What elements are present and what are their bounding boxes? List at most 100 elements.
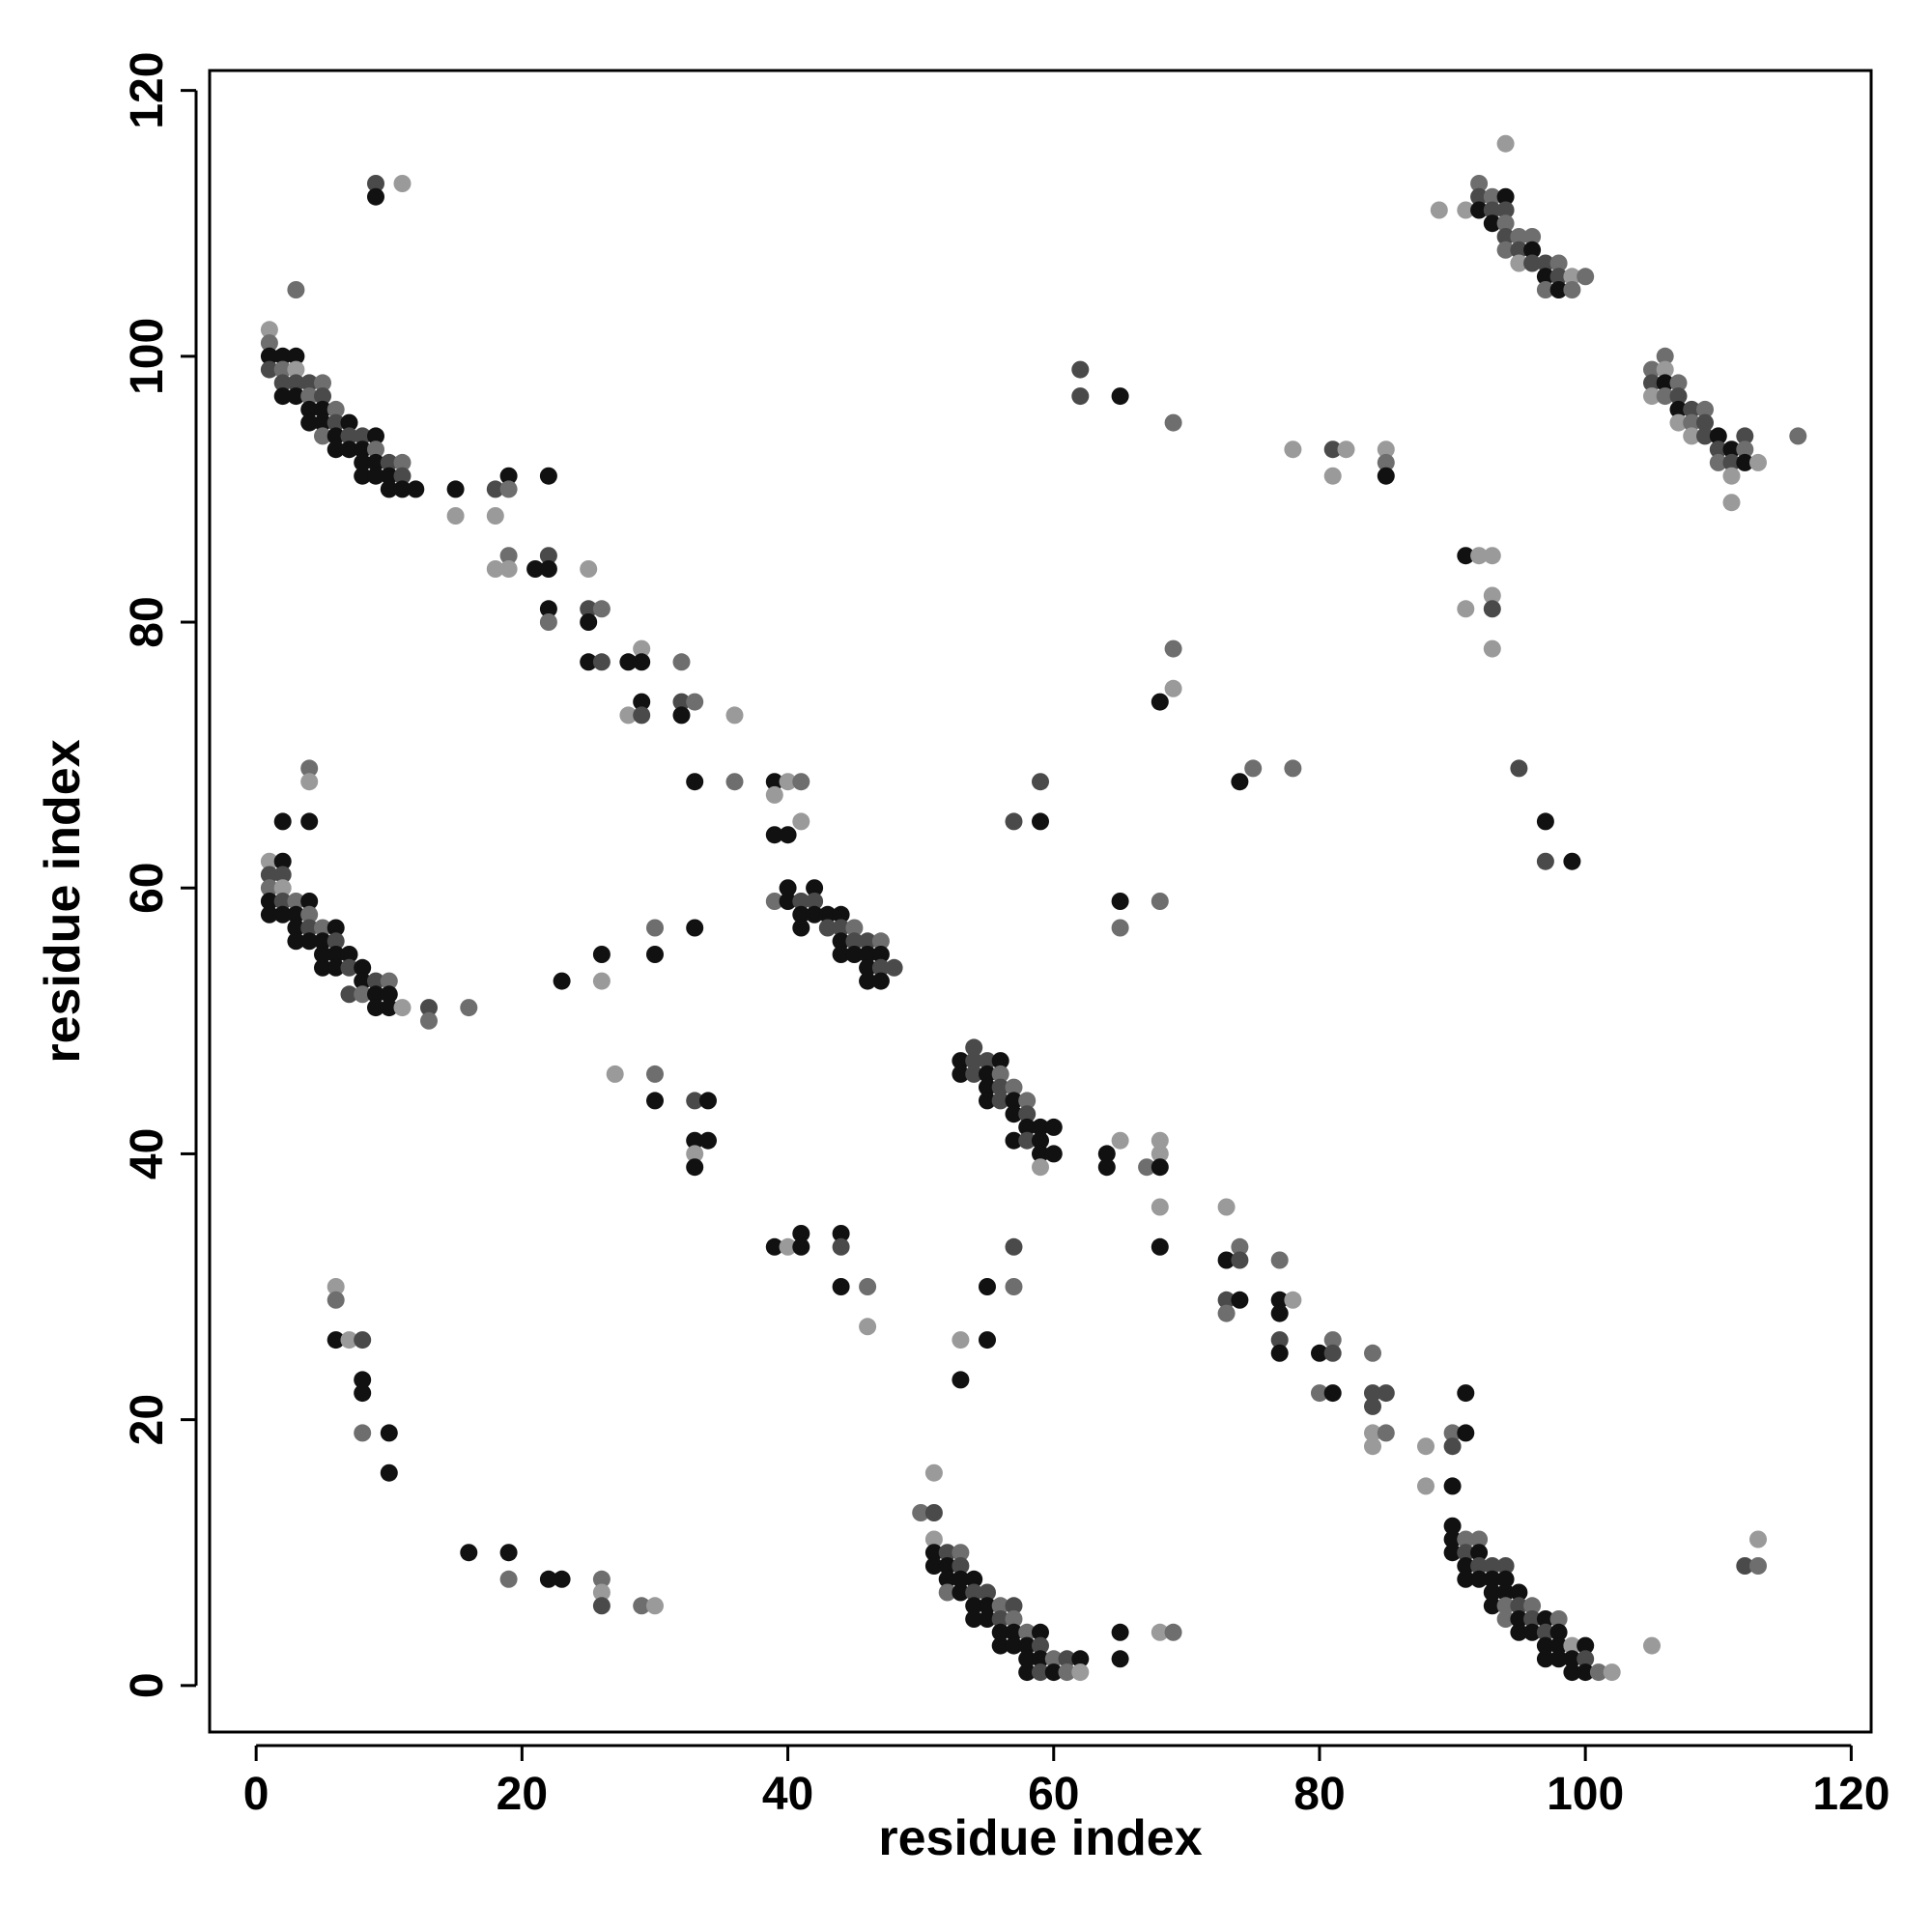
contact-point bbox=[1151, 893, 1169, 910]
contact-point bbox=[779, 773, 797, 791]
contact-point bbox=[340, 985, 358, 1004]
contact-point bbox=[991, 1092, 1009, 1110]
contact-point bbox=[592, 946, 611, 963]
contact-point bbox=[952, 1371, 970, 1389]
contact-point bbox=[499, 1570, 518, 1588]
contact-point bbox=[871, 972, 890, 990]
contact-point bbox=[380, 467, 398, 485]
contact-point bbox=[539, 613, 557, 631]
contact-point bbox=[1044, 1118, 1063, 1136]
contact-point bbox=[300, 905, 319, 923]
contact-point bbox=[1111, 1650, 1129, 1668]
contact-point bbox=[1244, 759, 1263, 778]
contact-point bbox=[354, 1384, 372, 1403]
contact-point bbox=[327, 440, 345, 459]
contact-point bbox=[1643, 374, 1661, 392]
contact-point bbox=[1018, 1636, 1037, 1655]
contact-point bbox=[792, 919, 810, 937]
contact-point bbox=[1483, 639, 1501, 658]
contact-point bbox=[1032, 773, 1049, 791]
contact-point bbox=[273, 387, 292, 406]
contact-point bbox=[965, 1052, 983, 1070]
contact-point bbox=[486, 480, 504, 498]
contact-point bbox=[1577, 1663, 1595, 1682]
contact-point bbox=[1536, 268, 1554, 286]
contact-point bbox=[1683, 400, 1701, 418]
contact-point bbox=[499, 547, 518, 565]
contact-point bbox=[1018, 1663, 1037, 1682]
contact-point bbox=[1457, 1530, 1475, 1548]
contact-point bbox=[327, 958, 345, 977]
contact-point bbox=[1683, 413, 1701, 432]
contact-point bbox=[486, 560, 504, 578]
contact-point bbox=[806, 893, 824, 910]
y-axis: 0 20 40 60 80 100 120 bbox=[122, 52, 198, 1698]
contact-point bbox=[1364, 1437, 1381, 1456]
contact-point bbox=[1510, 1610, 1528, 1628]
contact-point bbox=[1111, 893, 1129, 910]
contact-point bbox=[965, 1583, 983, 1602]
x-tick-label: 20 bbox=[497, 1769, 548, 1820]
contact-point bbox=[1656, 360, 1674, 379]
contact-point bbox=[1284, 759, 1302, 778]
contact-point bbox=[380, 972, 398, 990]
contact-point bbox=[539, 560, 557, 578]
contact-point bbox=[1217, 1251, 1236, 1269]
x-tick-label: 100 bbox=[1547, 1769, 1624, 1820]
contact-point bbox=[832, 932, 850, 951]
contact-point bbox=[1032, 1650, 1049, 1668]
contact-point bbox=[1523, 1623, 1542, 1641]
contact-point bbox=[924, 1504, 943, 1521]
contact-point bbox=[1284, 440, 1302, 459]
contact-point bbox=[1523, 228, 1542, 245]
contact-point bbox=[1417, 1477, 1435, 1495]
contact-point bbox=[1536, 1636, 1554, 1655]
contact-point bbox=[287, 374, 305, 392]
contact-point bbox=[1536, 1650, 1554, 1668]
contact-point bbox=[1231, 773, 1249, 791]
contact-point bbox=[592, 972, 611, 990]
contact-point bbox=[314, 932, 331, 951]
contact-point bbox=[367, 972, 384, 990]
contact-point bbox=[526, 560, 545, 578]
contact-point bbox=[539, 1570, 557, 1588]
contact-point bbox=[1470, 187, 1489, 206]
contact-point bbox=[260, 879, 278, 897]
contact-point bbox=[446, 480, 465, 498]
contact-point bbox=[553, 972, 571, 990]
contact-point bbox=[1496, 1583, 1515, 1602]
contact-point bbox=[1563, 1663, 1581, 1682]
contact-point bbox=[859, 946, 877, 963]
contact-point bbox=[885, 958, 903, 977]
contact-point bbox=[1749, 1530, 1767, 1548]
contact-point bbox=[912, 1504, 930, 1521]
y-tick-label: 20 bbox=[122, 1394, 173, 1445]
contact-point bbox=[725, 706, 744, 724]
contact-point bbox=[1005, 1131, 1023, 1150]
contact-point bbox=[859, 972, 877, 990]
contact-point bbox=[686, 1092, 704, 1110]
contact-point bbox=[1669, 413, 1688, 432]
contact-point bbox=[1217, 1291, 1236, 1309]
contact-point bbox=[859, 1278, 877, 1295]
contact-point bbox=[1536, 281, 1554, 298]
contact-point bbox=[1577, 1650, 1595, 1668]
contact-point bbox=[686, 1131, 704, 1150]
contact-point bbox=[1457, 1424, 1475, 1442]
contact-point bbox=[1736, 440, 1754, 459]
contact-point bbox=[965, 1038, 983, 1057]
contact-point bbox=[1536, 852, 1554, 870]
contact-point bbox=[354, 1371, 372, 1389]
contact-point bbox=[1470, 175, 1489, 192]
contact-point bbox=[818, 919, 837, 937]
contact-point bbox=[300, 413, 319, 432]
contact-point bbox=[367, 453, 384, 471]
contact-point bbox=[1510, 228, 1528, 245]
contact-point bbox=[1470, 1530, 1489, 1548]
contact-point bbox=[340, 1331, 358, 1350]
contact-point bbox=[924, 1463, 943, 1482]
contact-point bbox=[354, 467, 372, 485]
contact-point bbox=[1005, 1105, 1023, 1123]
contact-point bbox=[686, 1145, 704, 1163]
contact-point bbox=[1443, 1424, 1462, 1442]
